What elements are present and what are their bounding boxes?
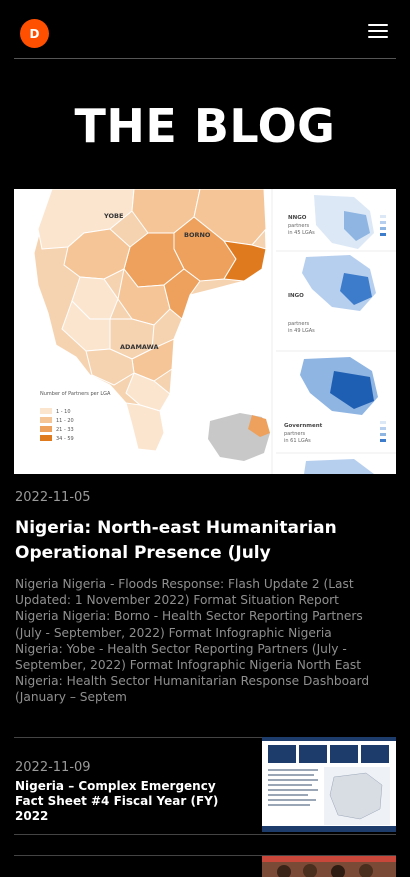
featured-post-excerpt: Nigeria Nigeria - Floods Response: Flash…: [15, 577, 370, 705]
legend-swatch: [40, 417, 52, 423]
legend-label: 11 - 20: [56, 418, 74, 424]
post-date: 2022-11-09: [15, 760, 91, 775]
legend-label: 21 - 33: [56, 427, 74, 433]
map-label-adamawa: ADAMAWA: [120, 343, 159, 351]
header-divider: [14, 58, 396, 59]
panel-line: in 45 LGAs: [288, 230, 315, 236]
panel-heading: NNGO: [288, 215, 307, 221]
featured-post-date: 2022-11-05: [15, 490, 91, 505]
site-logo[interactable]: D: [20, 19, 49, 48]
post-title[interactable]: Nigeria – Complex Emergency Fact Sheet #…: [15, 779, 219, 823]
panel-heading: Government: [284, 423, 323, 429]
nigeria-map-infographic: YOBE BORNO ADAMAWA Number of Partners pe…: [14, 189, 396, 474]
panel-line: in 49 LGAs: [288, 328, 315, 334]
site-header: D: [0, 0, 410, 60]
hamburger-menu-icon[interactable]: [368, 24, 388, 38]
legend-label: 34 - 59: [56, 436, 74, 442]
group-photo-thumbnail: [262, 856, 396, 877]
panel-line: partners: [288, 321, 310, 327]
featured-post-title[interactable]: Nigeria: North-east Humanitarian Operati…: [15, 518, 337, 563]
legend-swatch: [40, 408, 52, 414]
menu-bar: [368, 30, 388, 32]
post-thumbnail[interactable]: [262, 856, 396, 877]
panel-heading: INGO: [288, 293, 304, 299]
post-thumbnail[interactable]: [262, 737, 396, 832]
menu-bar: [368, 24, 388, 26]
map-label-borno: BORNO: [184, 231, 211, 239]
post-divider: [14, 737, 396, 738]
page-title: THE BLOG: [74, 99, 336, 153]
featured-post-image[interactable]: YOBE BORNO ADAMAWA Number of Partners pe…: [14, 189, 396, 474]
legend-label: 1 - 10: [56, 409, 71, 415]
map-legend-title: Number of Partners per LGA: [40, 391, 111, 397]
menu-bar: [368, 36, 388, 38]
fact-sheet-thumbnail: [262, 737, 396, 832]
map-label-yobe: YOBE: [103, 212, 123, 220]
panel-line: partners: [284, 431, 306, 437]
post-divider: [14, 834, 396, 835]
legend-swatch: [40, 435, 52, 441]
panel-line: in 61 LGAs: [284, 438, 311, 444]
post-divider: [14, 855, 396, 856]
legend-swatch: [40, 426, 52, 432]
panel-line: partners: [288, 223, 310, 229]
